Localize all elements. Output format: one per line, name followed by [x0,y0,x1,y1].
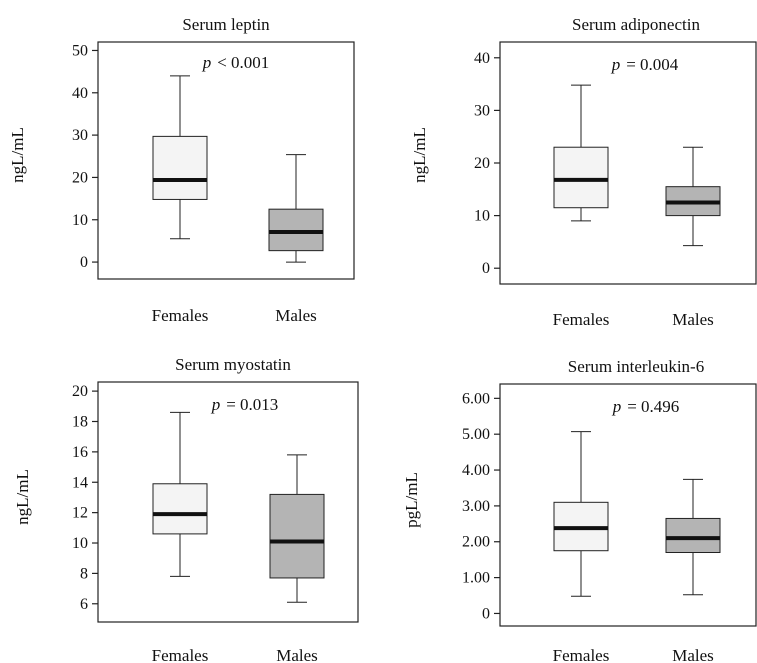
y-tick-label: 2.00 [462,534,490,551]
box-females [152,483,208,535]
y-tick-label: 40 [72,85,88,102]
panel-serum-myostatin: Serum myostatin ngL/mL p = 0.013 6 8 10 12 14… [13,355,359,663]
box-males [269,493,325,579]
category-label-females: Females [152,646,209,663]
p-symbol: p [211,395,221,414]
p-symbol: p [612,397,622,416]
category-label-males: Males [276,646,318,663]
y-axis-label: pgL/mL [402,472,421,528]
y-tick-label: 20 [474,155,490,172]
y-tick-label: 1.00 [462,570,490,587]
panel-title: Serum interleukin-6 [568,357,704,376]
plot-frame [499,383,757,627]
panel-serum-leptin: Serum leptin ngL/mL p < 0.001 0 10 20 30 40 50… [8,15,355,325]
y-tick-label: 50 [72,42,88,59]
category-label-males: Males [275,306,317,325]
p-symbol: p [611,55,621,74]
y-tick-label: 8 [80,565,88,582]
panel-serum-adiponectin: Serum adiponectin ngL/mL p = 0.004 0 10 20 3… [410,15,757,329]
y-tick-label: 12 [72,505,88,522]
category-label-males: Males [672,310,714,329]
y-tick-label: 16 [72,444,88,461]
panel-title: Serum leptin [182,15,270,34]
category-label-females: Females [553,310,610,329]
p-value-annotation: p = 0.013 [211,395,279,414]
category-label-females: Females [553,646,610,663]
plot-frame [97,381,359,623]
box-females [553,146,609,209]
box-group [152,75,324,263]
y-axis-label: ngL/mL [8,127,27,183]
y-tick-label: 10 [474,208,490,225]
y-tick-label: 4.00 [462,462,490,479]
p-value-text: = 0.004 [626,55,679,74]
category-label-females: Females [152,306,209,325]
y-axis-ticks: 0 10 20 30 40 [474,50,500,277]
y-tick-label: 18 [72,413,88,430]
p-value-annotation: p = 0.004 [611,55,679,74]
y-tick-label: 0 [482,605,490,622]
plot-frame [499,41,757,285]
y-tick-label: 6 [80,596,88,613]
box-males [665,517,721,554]
y-axis-label: ngL/mL [410,127,429,183]
y-tick-label: 14 [72,474,88,491]
y-axis-ticks: 0 10 20 30 40 50 [72,42,98,271]
y-tick-label: 10 [72,212,88,229]
box-group [553,431,721,597]
y-tick-label: 20 [72,169,88,186]
y-tick-label: 30 [72,127,88,144]
box-group [152,411,325,603]
y-tick-label: 10 [72,535,88,552]
p-value-text: < 0.001 [217,53,269,72]
box-group [553,84,721,247]
p-value-text: = 0.013 [226,395,278,414]
plot-frame [97,41,355,280]
y-tick-label: 0 [80,254,88,271]
y-axis-label: ngL/mL [13,469,32,525]
y-tick-label: 3.00 [462,498,490,515]
y-tick-label: 6.00 [462,390,490,407]
p-symbol: p [202,53,212,72]
box-females [152,135,208,200]
y-tick-label: 20 [72,383,88,400]
panel-title: Serum myostatin [175,355,291,374]
panel-serum-interleukin-6: Serum interleukin-6 pgL/mL p = 0.496 0 1.0… [402,357,757,663]
p-value-annotation: p = 0.496 [612,397,680,416]
category-label-males: Males [672,646,714,663]
y-tick-label: 30 [474,102,490,119]
panel-title: Serum adiponectin [572,15,700,34]
y-tick-label: 0 [482,260,490,277]
y-tick-label: 5.00 [462,426,490,443]
box-males [268,208,324,252]
y-axis-ticks: 6 8 10 12 14 16 18 20 [72,383,98,613]
y-axis-ticks: 0 1.00 2.00 3.00 4.00 5.00 6.00 [462,390,500,622]
y-tick-label: 40 [474,50,490,67]
p-value-text: = 0.496 [627,397,679,416]
p-value-annotation: p < 0.001 [202,53,270,72]
